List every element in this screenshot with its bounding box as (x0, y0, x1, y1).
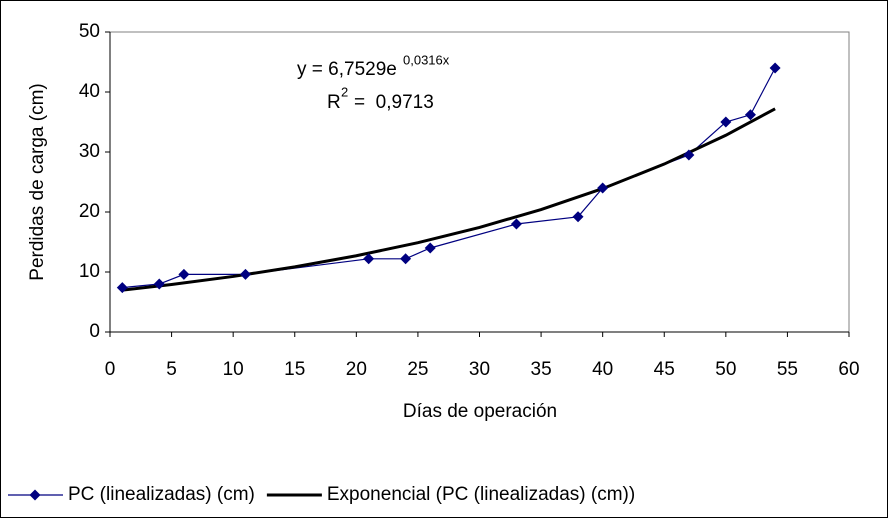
x-tick-label: 0 (105, 359, 116, 380)
y-tick-label: 0 (89, 321, 100, 342)
data-point (424, 242, 436, 254)
legend-marker (29, 489, 41, 501)
equation-exponent: 0,0316x (403, 52, 450, 67)
data-point (116, 282, 128, 294)
data-point (178, 268, 190, 280)
r2-value: = 0,9713 (354, 92, 434, 113)
data-line (122, 67, 776, 289)
y-tick-label: 30 (79, 141, 100, 162)
y-axis-title: Perdidas de carga (cm) (27, 83, 48, 280)
data-point (597, 182, 609, 194)
x-tick-label: 60 (838, 359, 859, 380)
r2-label: R (327, 92, 341, 113)
data-point (400, 253, 412, 265)
plot-area (109, 31, 850, 333)
x-tick-label: 55 (777, 359, 798, 380)
trend-line (122, 107, 776, 292)
x-tick-label: 30 (469, 359, 490, 380)
r2-exponent: 2 (341, 84, 348, 99)
x-tick-label: 20 (346, 359, 367, 380)
x-tick-label: 50 (715, 359, 736, 380)
data-point (683, 149, 695, 161)
data-point (363, 253, 375, 265)
data-point (572, 211, 584, 223)
data-point (239, 268, 251, 280)
x-tick-label: 25 (407, 359, 428, 380)
y-tick-label: 40 (79, 81, 100, 102)
x-axis-title: Días de operación (403, 401, 557, 422)
y-tick-label: 10 (79, 261, 100, 282)
y-tick-label: 50 (79, 21, 100, 42)
data-point (769, 62, 781, 74)
y-tick-label: 20 (79, 201, 100, 222)
x-tick-label: 10 (223, 359, 244, 380)
x-tick-label: 45 (654, 359, 675, 380)
data-point (720, 116, 732, 128)
x-tick-label: 15 (284, 359, 305, 380)
data-point (744, 109, 756, 121)
x-tick-label: 40 (592, 359, 613, 380)
legend-label: Exponencial (PC (linealizadas) (cm)) (327, 484, 635, 505)
x-tick-label: 35 (531, 359, 552, 380)
data-point (153, 278, 165, 290)
data-point (510, 218, 522, 230)
legend-label: PC (linealizadas) (cm) (68, 484, 255, 505)
x-tick-label: 5 (166, 359, 177, 380)
equation: y = 6,7529e (297, 59, 397, 80)
